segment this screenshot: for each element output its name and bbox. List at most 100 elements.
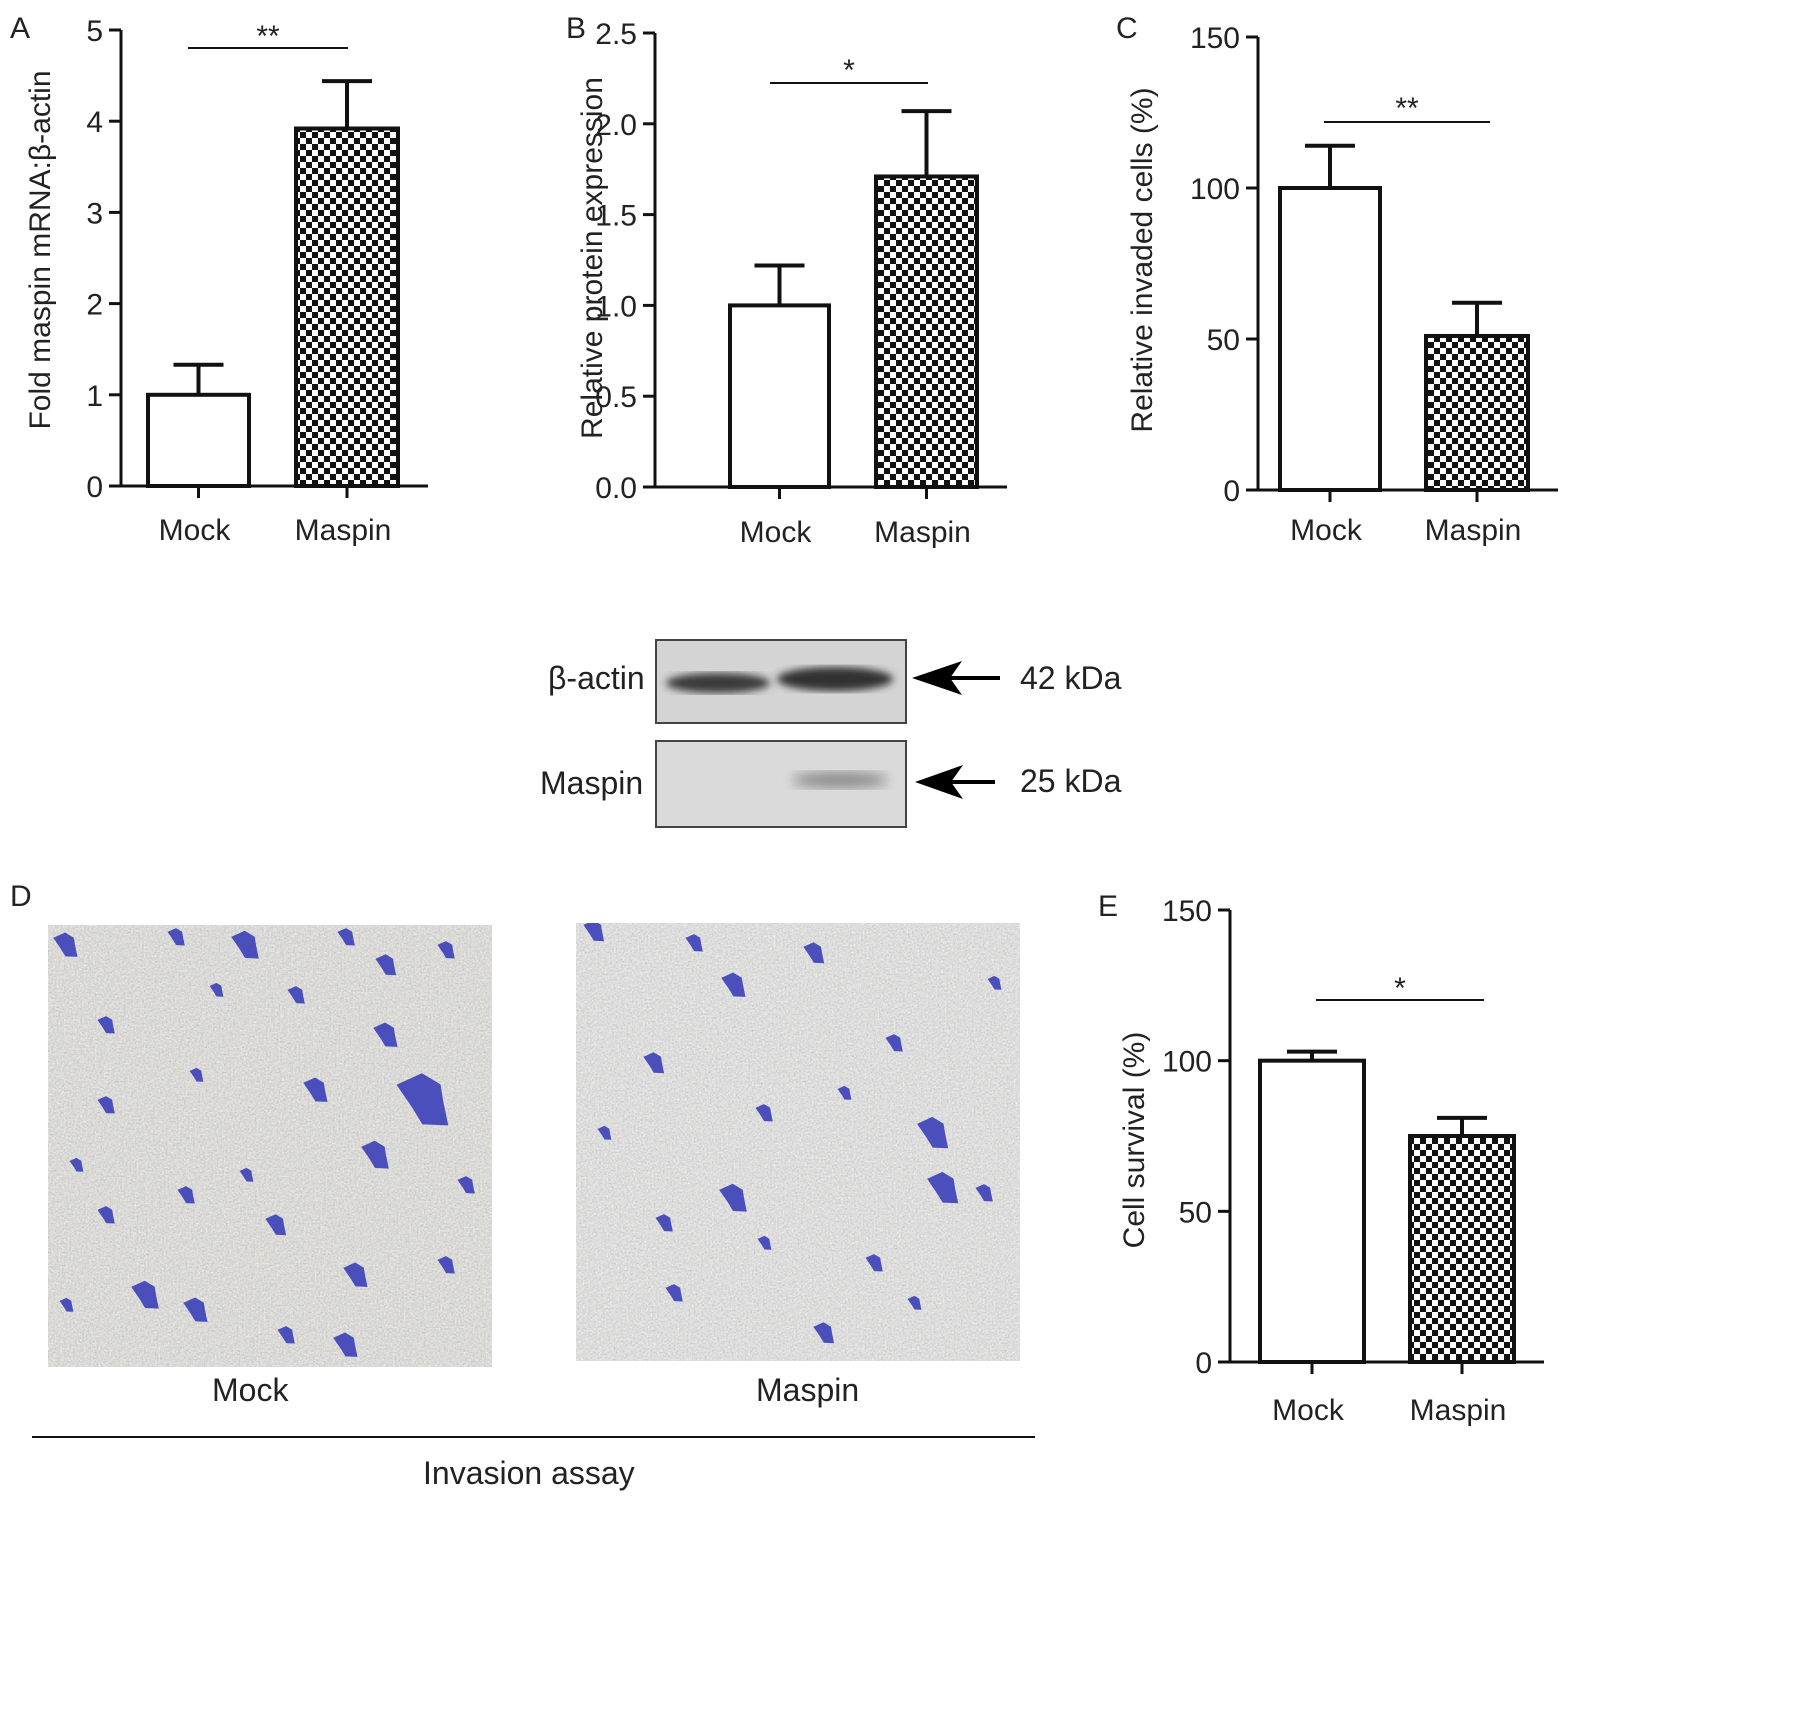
stained-cell: [303, 1077, 328, 1102]
chart-panel-b: 0.0 0.5 1.0 1.5 2.0 2.5 Mock Maspin Relative pro…: [576, 18, 1007, 549]
x-tick-label: Mock: [740, 516, 813, 549]
blot-image: [655, 639, 1000, 828]
stained-cell: [277, 1326, 295, 1344]
stained-cell: [757, 1235, 772, 1250]
significance-marker: **: [1395, 92, 1419, 125]
band-maspin-maspin: [792, 772, 888, 788]
stained-cell: [907, 1295, 922, 1310]
stained-cell: [665, 1284, 683, 1302]
x-tick-label: Mock: [1290, 514, 1363, 547]
stained-cell: [287, 986, 305, 1004]
y-tick-label: 2.0: [595, 109, 637, 142]
stained-cell: [719, 1183, 747, 1212]
stained-cell: [643, 1052, 665, 1074]
y-axis-label: Cell survival (%): [1118, 1032, 1151, 1249]
stained-cell: [396, 1073, 449, 1126]
stained-cell: [375, 954, 397, 976]
stained-cell: [437, 1256, 455, 1274]
y-tick-label: 4: [86, 106, 103, 139]
y-tick-label: 100: [1162, 1046, 1212, 1079]
y-tick-label: 150: [1190, 22, 1240, 55]
x-tick-label: Mock: [1272, 1394, 1345, 1427]
stained-cell: [69, 1157, 84, 1172]
bar-maspin: [874, 174, 979, 490]
chart-panel-a: 0 1 2 3 4 5 Mock Maspin Fold maspin mRNA:β-actin…: [24, 15, 428, 547]
chart-panel-e: 0 50 100 150 Mock Maspin Cell survival (%) *: [1118, 895, 1544, 1427]
y-tick-label: 1: [86, 380, 103, 413]
stained-cell: [361, 1140, 389, 1169]
stained-cell: [437, 941, 455, 959]
y-tick-label: 5: [86, 15, 103, 48]
y-tick-label: 2: [86, 289, 103, 322]
band-beta-actin-maspin: [777, 667, 893, 691]
y-tick-label: 0: [1195, 1347, 1212, 1380]
micrograph-label-mock: Mock: [212, 1372, 289, 1408]
y-axis-label: Relative protein expression: [576, 77, 609, 439]
y-tick-label: 0.0: [595, 472, 637, 505]
stained-cell: [721, 972, 746, 997]
stained-cell: [189, 1067, 204, 1082]
stained-cell: [837, 1085, 852, 1100]
stained-cell: [457, 1176, 475, 1194]
bar-maspin: [1424, 333, 1530, 493]
panel-letter-a: A: [10, 12, 31, 45]
stained-cell: [97, 1096, 115, 1114]
stained-cell: [183, 1297, 208, 1322]
stained-cell: [975, 1184, 993, 1202]
stained-cell: [803, 942, 825, 964]
bar-maspin: [294, 126, 400, 488]
stained-cell: [231, 930, 259, 959]
y-tick-label: 50: [1207, 324, 1240, 357]
x-tick-label: Maspin: [295, 514, 392, 547]
bar-mock: [1278, 186, 1382, 492]
micrograph-mock: [48, 925, 492, 1367]
stained-cell: [333, 1332, 358, 1357]
stained-cell: [583, 923, 605, 942]
y-tick-label: 0: [1223, 475, 1240, 508]
panel-letter-b: B: [566, 12, 587, 45]
stained-cell: [885, 1034, 903, 1052]
stained-cell: [655, 1214, 673, 1232]
stained-cell: [597, 1125, 612, 1140]
micrograph-maspin: [576, 923, 1020, 1361]
stained-cell: [373, 1022, 398, 1047]
stained-cell: [865, 1254, 883, 1272]
x-tick-label: Mock: [159, 514, 232, 547]
blot-label-beta-actin: β-actin: [548, 660, 645, 696]
panel-letter-e: E: [1098, 890, 1119, 923]
panel-letter-d: D: [10, 880, 32, 913]
stained-cell: [685, 934, 703, 952]
significance-marker: *: [1394, 972, 1406, 1005]
bar-mock: [728, 303, 831, 489]
stained-cell: [265, 1214, 287, 1236]
y-tick-label: 2.5: [595, 18, 637, 51]
stained-cell: [53, 932, 78, 957]
stained-cell: [337, 928, 355, 946]
y-tick-label: 100: [1190, 173, 1240, 206]
y-axis-label: Relative invaded cells (%): [1126, 87, 1159, 432]
x-tick-label: Maspin: [1410, 1394, 1507, 1427]
stained-cell: [343, 1262, 368, 1287]
stained-cell: [813, 1322, 835, 1344]
x-tick-label: Maspin: [1425, 514, 1522, 547]
y-tick-label: 50: [1179, 1196, 1212, 1229]
y-tick-label: 1.0: [595, 290, 637, 323]
stained-cell: [987, 975, 1002, 990]
chart-panel-c: 0 50 100 150 Mock Maspin Relative invaded cell…: [1126, 22, 1558, 547]
stained-cell: [755, 1104, 773, 1122]
invasion-caption: Invasion assay: [423, 1455, 635, 1491]
y-tick-label: 0.5: [595, 381, 637, 414]
panel-letter-c: C: [1116, 12, 1138, 45]
kda-label-25: 25 kDa: [1020, 763, 1122, 799]
arrow-icon: [915, 765, 995, 799]
stained-cell: [97, 1016, 115, 1034]
stained-cell: [97, 1206, 115, 1224]
stained-cell: [209, 982, 224, 997]
arrow-icon: [912, 661, 1000, 695]
y-tick-label: 3: [86, 197, 103, 230]
bar-mock: [146, 392, 251, 488]
blot-label-maspin: Maspin: [540, 765, 644, 801]
stained-cell: [167, 928, 185, 946]
kda-label-42: 42 kDa: [1020, 660, 1122, 696]
y-tick-label: 1.5: [595, 200, 637, 233]
